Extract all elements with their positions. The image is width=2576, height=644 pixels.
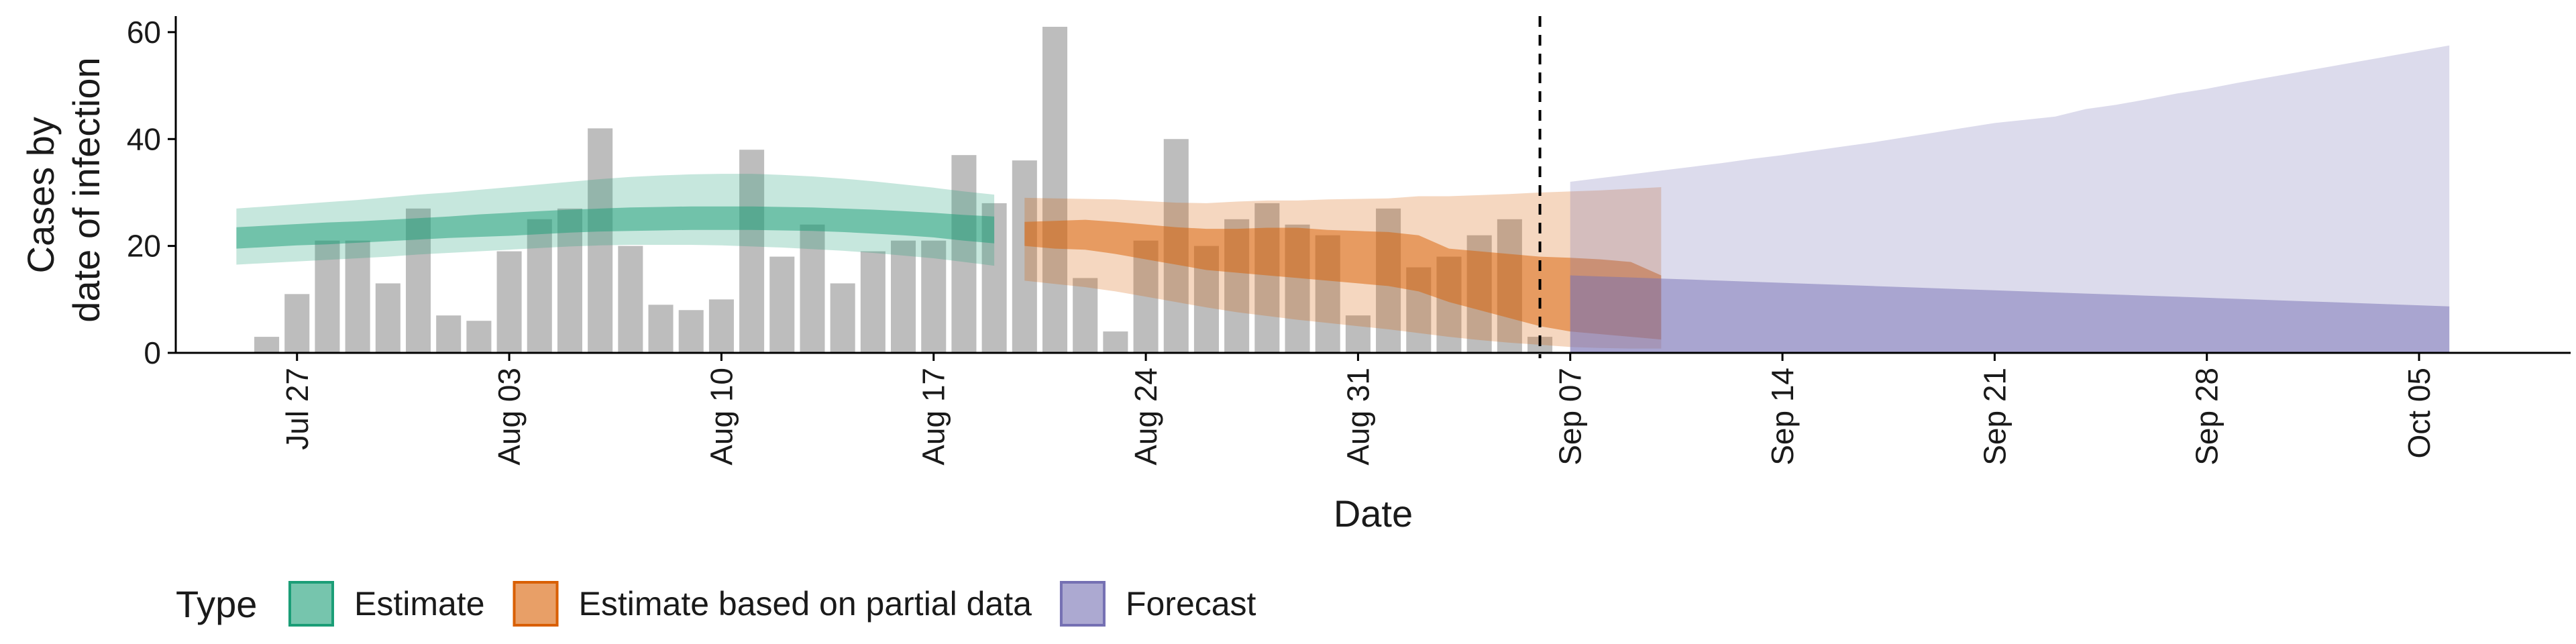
x-axis-title: Date	[1334, 492, 1413, 535]
x-tick-label: Aug 17	[916, 368, 951, 466]
x-tick-label: Sep 07	[1553, 368, 1588, 466]
observed-case-bar	[375, 283, 400, 353]
x-tick-label: Sep 21	[1977, 368, 2012, 466]
y-tick-label: 40	[127, 121, 161, 156]
legend-label-forecast: Forecast	[1126, 585, 1256, 623]
axes: 0 20 40 60 Jul 27 Aug 03 Aug 10 Aug 17 Aug 24 Au…	[127, 15, 2571, 466]
observed-case-bar	[860, 251, 885, 353]
x-tick-label: Aug 24	[1128, 368, 1163, 466]
estimate-ribbons	[236, 45, 2450, 354]
observed-case-bar	[891, 240, 916, 353]
observed-case-bar	[345, 240, 370, 353]
forecast-outer-ribbon	[1570, 45, 2450, 354]
forecast-inner-ribbon	[1570, 275, 2450, 353]
observed-case-bar	[1345, 315, 1371, 353]
y-tick-label: 20	[127, 229, 161, 264]
legend-key-forecast	[1059, 581, 1106, 627]
observed-case-bar	[648, 305, 674, 353]
legend: Type Estimate Estimate based on partial d…	[176, 581, 1256, 627]
y-tick-label: 60	[127, 15, 161, 50]
observed-case-bar	[496, 251, 522, 353]
observed-case-bar	[527, 219, 552, 353]
x-tick-label: Oct 05	[2402, 368, 2436, 459]
estimate-based-on-partial-data-inner-ribbon	[1024, 219, 1662, 340]
observed-case-bar	[830, 283, 855, 353]
y-axis-ticks: 0 20 40 60	[127, 15, 176, 370]
x-tick-label: Jul 27	[280, 368, 315, 450]
y-axis-title: Cases by date of infection	[19, 57, 107, 322]
observed-case-bar	[708, 299, 734, 353]
legend-items: Estimate Estimate based on partial data Fo…	[288, 581, 1256, 627]
y-axis-title-line-1: Cases by	[19, 117, 62, 273]
observed-case-bar	[951, 155, 977, 353]
observed-case-bar	[1042, 26, 1068, 353]
legend-label-estimate: Estimate	[354, 585, 485, 623]
observed-case-bar	[284, 294, 310, 353]
plot-area	[236, 16, 2450, 358]
observed-case-bar	[1103, 331, 1128, 353]
legend-key-estimate	[288, 581, 334, 627]
y-tick-label: 0	[144, 335, 161, 370]
x-tick-label: Aug 31	[1340, 368, 1375, 466]
x-tick-label: Aug 10	[704, 368, 739, 466]
observed-case-bar	[436, 315, 462, 353]
observed-case-bar	[588, 128, 613, 354]
legend-key-estimate-based-on-partial-data	[513, 581, 559, 627]
observed-case-bar	[466, 321, 492, 353]
observed-case-bar	[769, 256, 795, 353]
estimate-inner-ribbon	[236, 206, 995, 249]
observed-case-bar	[921, 240, 947, 353]
observed-case-bar	[1012, 160, 1037, 353]
x-tick-label: Sep 14	[1765, 368, 1800, 466]
observed-case-bar	[800, 224, 825, 353]
observed-case-bar	[618, 246, 643, 353]
y-axis-title-line-2: date of infection	[65, 57, 107, 322]
legend-label-estimate-based-on-partial-data: Estimate based on partial data	[579, 585, 1032, 623]
x-axis-ticks: Jul 27 Aug 03 Aug 10 Aug 17 Aug 24 Aug 31 Sep …	[280, 353, 2436, 466]
observed-case-bar	[315, 240, 340, 353]
x-tick-label: Aug 03	[492, 368, 527, 466]
observed-case-bar	[739, 150, 765, 353]
observed-case-bar	[1073, 278, 1098, 353]
observed-case-bar	[678, 310, 704, 353]
x-tick-label: Sep 28	[2190, 368, 2224, 466]
observed-case-bar	[254, 337, 280, 353]
legend-title: Type	[176, 583, 257, 625]
